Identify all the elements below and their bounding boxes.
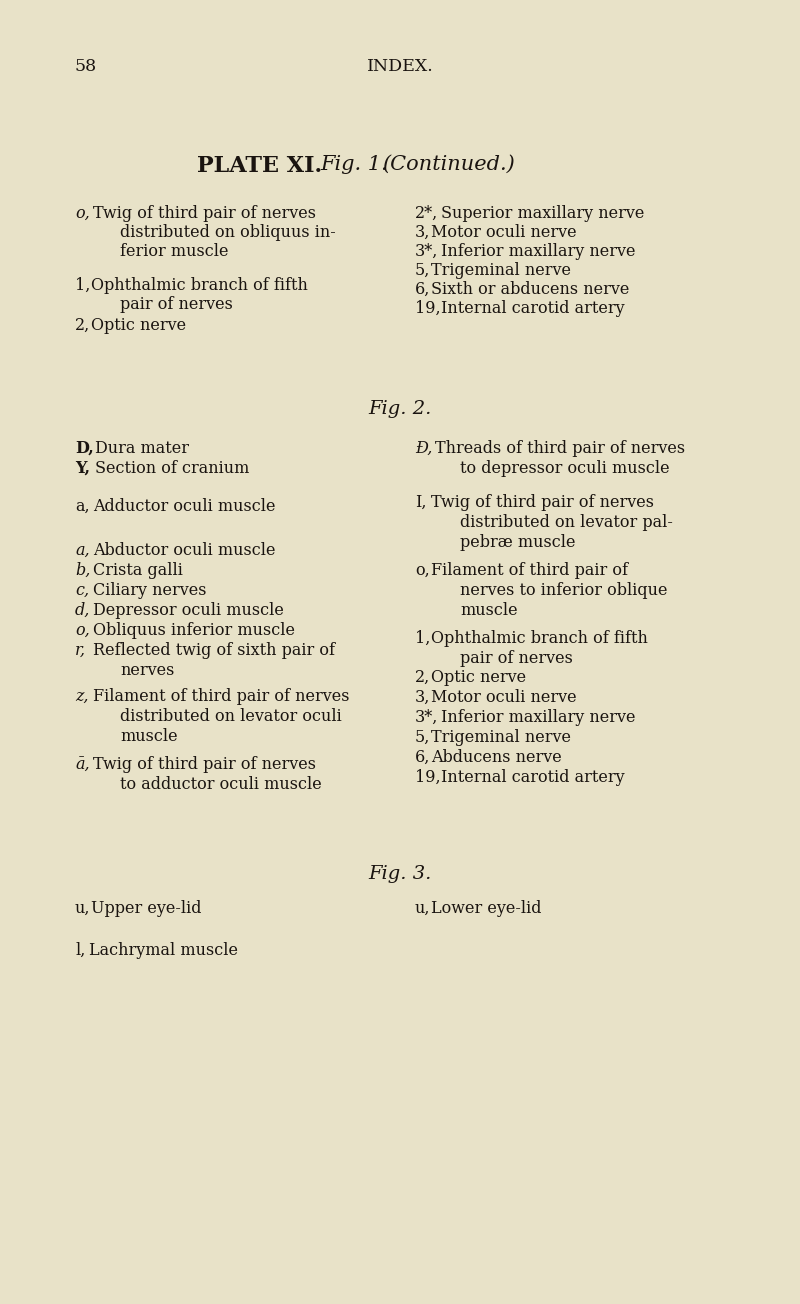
Text: pebræ muscle: pebræ muscle: [460, 535, 575, 552]
Text: 2*,: 2*,: [415, 205, 438, 222]
Text: Upper eye-lid: Upper eye-lid: [91, 900, 202, 917]
Text: 19,: 19,: [415, 769, 441, 786]
Text: pair of nerves: pair of nerves: [460, 649, 573, 668]
Text: nerves: nerves: [120, 662, 174, 679]
Text: Depressor oculi muscle: Depressor oculi muscle: [93, 602, 284, 619]
Text: Twig of third pair of nerves: Twig of third pair of nerves: [93, 756, 316, 773]
Text: c,: c,: [75, 582, 89, 599]
Text: pair of nerves: pair of nerves: [120, 296, 233, 313]
Text: Motor oculi nerve: Motor oculi nerve: [431, 224, 577, 241]
Text: 5,: 5,: [415, 729, 430, 746]
Text: 2,: 2,: [415, 669, 430, 686]
Text: Motor oculi nerve: Motor oculi nerve: [431, 689, 577, 705]
Text: o,: o,: [75, 622, 90, 639]
Text: o,: o,: [415, 562, 430, 579]
Text: Ophthalmic branch of fifth: Ophthalmic branch of fifth: [91, 276, 308, 293]
Text: Dura mater: Dura mater: [95, 439, 189, 456]
Text: D,: D,: [75, 439, 94, 456]
Text: 5,: 5,: [415, 262, 430, 279]
Text: Optic nerve: Optic nerve: [91, 317, 186, 334]
Text: Trigeminal nerve: Trigeminal nerve: [431, 729, 571, 746]
Text: Lower eye-lid: Lower eye-lid: [431, 900, 542, 917]
Text: nerves to inferior oblique: nerves to inferior oblique: [460, 582, 667, 599]
Text: 6,: 6,: [415, 748, 430, 765]
Text: Lachrymal muscle: Lachrymal muscle: [89, 941, 238, 958]
Text: Internal carotid artery: Internal carotid artery: [441, 300, 625, 317]
Text: u,: u,: [415, 900, 430, 917]
Text: Inferior maxillary nerve: Inferior maxillary nerve: [441, 243, 635, 259]
Text: a,: a,: [75, 542, 90, 559]
Text: d,: d,: [75, 602, 90, 619]
Text: 1,: 1,: [75, 276, 90, 293]
Text: u,: u,: [75, 900, 90, 917]
Text: 3,: 3,: [415, 689, 430, 705]
Text: Ophthalmic branch of fifth: Ophthalmic branch of fifth: [431, 630, 648, 647]
Text: muscle: muscle: [460, 602, 518, 619]
Text: 2,: 2,: [75, 317, 90, 334]
Text: 3*,: 3*,: [415, 709, 438, 726]
Text: Fig. 2.: Fig. 2.: [368, 400, 432, 419]
Text: z,: z,: [75, 689, 89, 705]
Text: Internal carotid artery: Internal carotid artery: [441, 769, 625, 786]
Text: distributed on levator pal-: distributed on levator pal-: [460, 514, 673, 531]
Text: l,: l,: [75, 941, 86, 958]
Text: distributed on levator oculi: distributed on levator oculi: [120, 708, 342, 725]
Text: Abductor oculi muscle: Abductor oculi muscle: [93, 542, 275, 559]
Text: 19,: 19,: [415, 300, 441, 317]
Text: Ð,: Ð,: [415, 439, 432, 456]
Text: 1,: 1,: [415, 630, 430, 647]
Text: Filament of third pair of nerves: Filament of third pair of nerves: [93, 689, 350, 705]
Text: 58: 58: [75, 57, 97, 76]
Text: Abducens nerve: Abducens nerve: [431, 748, 562, 765]
Text: Obliquus inferior muscle: Obliquus inferior muscle: [93, 622, 295, 639]
Text: Adductor oculi muscle: Adductor oculi muscle: [93, 498, 275, 515]
Text: to adductor oculi muscle: to adductor oculi muscle: [120, 776, 322, 793]
Text: PLATE XI.: PLATE XI.: [197, 155, 322, 177]
Text: Crista galli: Crista galli: [93, 562, 183, 579]
Text: Reflected twig of sixth pair of: Reflected twig of sixth pair of: [93, 642, 335, 659]
Text: to depressor oculi muscle: to depressor oculi muscle: [460, 460, 670, 477]
Text: Trigeminal nerve: Trigeminal nerve: [431, 262, 571, 279]
Text: Threads of third pair of nerves: Threads of third pair of nerves: [435, 439, 685, 456]
Text: ferior muscle: ferior muscle: [120, 243, 229, 259]
Text: Superior maxillary nerve: Superior maxillary nerve: [441, 205, 644, 222]
Text: Twig of third pair of nerves: Twig of third pair of nerves: [93, 205, 316, 222]
Text: r,: r,: [75, 642, 86, 659]
Text: a,: a,: [75, 498, 90, 515]
Text: 6,: 6,: [415, 280, 430, 299]
Text: b,: b,: [75, 562, 90, 579]
Text: INDEX.: INDEX.: [366, 57, 434, 76]
Text: Fig. 3.: Fig. 3.: [368, 865, 432, 883]
Text: muscle: muscle: [120, 728, 178, 745]
Text: I,: I,: [415, 494, 426, 511]
Text: ā,: ā,: [75, 756, 90, 773]
Text: Ciliary nerves: Ciliary nerves: [93, 582, 206, 599]
Text: Filament of third pair of: Filament of third pair of: [431, 562, 628, 579]
Text: distributed on obliquus in-: distributed on obliquus in-: [120, 224, 336, 241]
Text: Section of cranium: Section of cranium: [95, 460, 250, 477]
Text: (Continued.): (Continued.): [382, 155, 514, 173]
Text: Twig of third pair of nerves: Twig of third pair of nerves: [431, 494, 654, 511]
Text: 3*,: 3*,: [415, 243, 438, 259]
Text: Fig. 1.: Fig. 1.: [320, 155, 388, 173]
Text: Optic nerve: Optic nerve: [431, 669, 526, 686]
Text: Inferior maxillary nerve: Inferior maxillary nerve: [441, 709, 635, 726]
Text: Y,: Y,: [75, 460, 90, 477]
Text: Sixth or abducens nerve: Sixth or abducens nerve: [431, 280, 630, 299]
Text: 3,: 3,: [415, 224, 430, 241]
Text: o,: o,: [75, 205, 90, 222]
